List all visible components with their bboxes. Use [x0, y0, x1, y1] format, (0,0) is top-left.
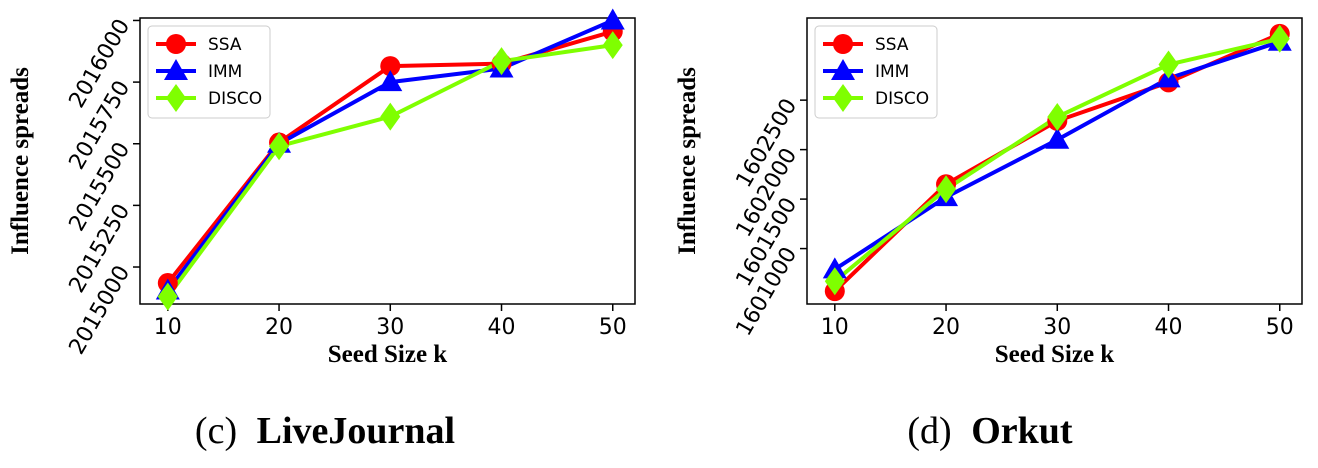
- caption-prefix: (c): [195, 410, 237, 452]
- data-point-ssa: [380, 56, 401, 77]
- data-point-disco: [1158, 50, 1179, 79]
- data-point-disco: [157, 282, 178, 311]
- legend-marker-imm: [164, 59, 188, 80]
- x-tick-label: 10: [154, 315, 182, 340]
- data-point-disco: [269, 132, 290, 161]
- legend-label-disco: DISCO: [875, 89, 929, 109]
- data-point-disco: [491, 47, 512, 76]
- legend-marker-disco: [166, 84, 186, 112]
- caption-livejournal: (c) LiveJournal: [195, 410, 455, 452]
- x-tick-label: 40: [488, 315, 516, 340]
- chart-livejournal: 10 20 30 40 50201500020152502015500201575020…: [7, 8, 636, 452]
- caption-dataset-name: LiveJournal: [257, 410, 455, 452]
- legend-marker-disco: [833, 84, 853, 112]
- data-point-disco: [380, 102, 401, 131]
- legend-marker-ssa: [166, 34, 186, 54]
- x-tick-label: 50: [599, 315, 627, 340]
- legend-label-ssa: SSA: [875, 35, 909, 55]
- x-tick-label: 10: [821, 315, 849, 340]
- data-point-disco: [1047, 102, 1068, 131]
- data-point-imm: [378, 70, 403, 92]
- x-axis-title: Seed Size k: [995, 341, 1115, 368]
- plot-frame: [139, 17, 636, 305]
- legend-label-disco: DISCO: [208, 89, 262, 109]
- x-tick-label: 20: [932, 315, 960, 340]
- data-point-disco: [936, 175, 957, 204]
- data-point-disco: [602, 31, 623, 60]
- data-point-disco: [824, 267, 845, 296]
- x-tick-label: 40: [1155, 315, 1183, 340]
- legend-label-imm: IMM: [208, 62, 242, 82]
- caption-orkut: (d) Orkut: [907, 410, 1073, 452]
- plot-frame: [806, 17, 1303, 305]
- x-tick-label: 20: [265, 315, 293, 340]
- data-point-disco: [1269, 24, 1290, 53]
- data-point-imm: [1045, 127, 1070, 149]
- legend-marker-ssa: [833, 34, 853, 54]
- caption-prefix: (d): [907, 410, 951, 452]
- x-axis-title: Seed Size k: [328, 341, 448, 368]
- x-tick-label: 50: [1266, 315, 1294, 340]
- y-axis-title: Influence spreads: [7, 67, 34, 255]
- caption-dataset-name: Orkut: [971, 410, 1073, 452]
- x-tick-label: 30: [376, 315, 404, 340]
- legend: SSA IMM DISCO: [147, 25, 271, 119]
- data-point-imm: [600, 8, 625, 30]
- legend: SSA IMM DISCO: [814, 25, 938, 119]
- legend-label-imm: IMM: [875, 62, 909, 82]
- y-axis-title: Influence spreads: [674, 67, 701, 255]
- x-tick-label: 30: [1043, 315, 1071, 340]
- legend-marker-imm: [831, 59, 855, 80]
- legend-label-ssa: SSA: [208, 35, 242, 55]
